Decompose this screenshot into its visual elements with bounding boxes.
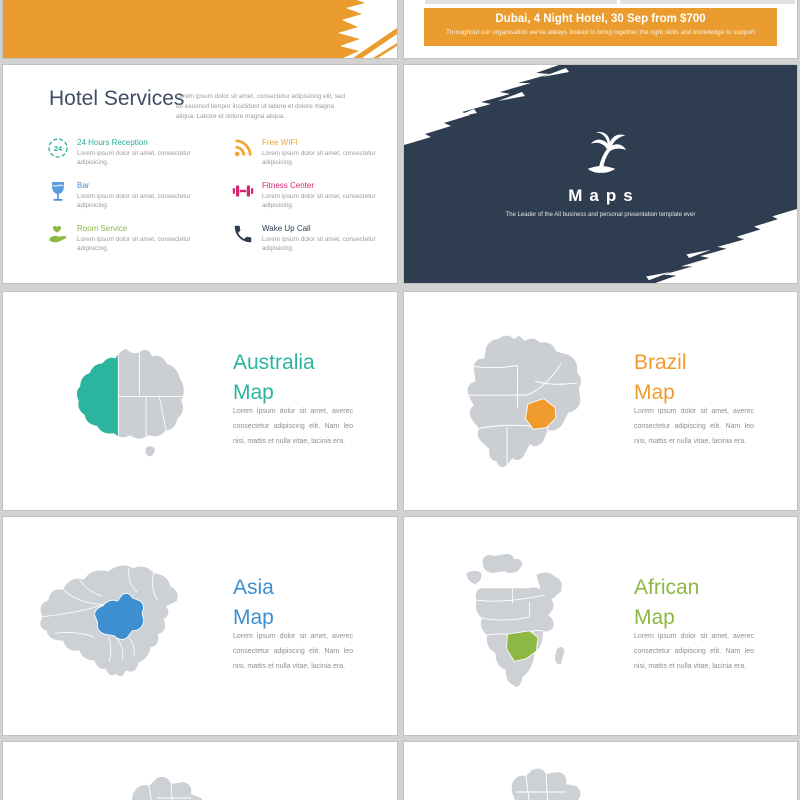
partial-slide-map[interactable] <box>403 741 798 800</box>
brush-stroke <box>404 65 569 145</box>
service-desc: Lorem ipsum dolor sit amet, consectetur … <box>77 193 191 210</box>
dubai-banner-subtitle: Throughout our organisation we've always… <box>445 29 756 36</box>
map-slide-title: Brazil Map <box>634 348 687 409</box>
service-item-wifi: Free WIFI Lorem ipsum dolor sit amet, co… <box>232 137 392 180</box>
partial-slide-dubai[interactable]: Dubai, 4 Night Hotel, 30 Sep from $700 T… <box>403 0 798 59</box>
tasmania-shape <box>145 446 155 457</box>
service-title: Room Service <box>77 224 128 233</box>
slide-australia-map[interactable]: Australia Map Lorem ipsum dolor sit amet… <box>2 291 398 511</box>
map-title-line2: Map <box>634 381 675 405</box>
dumbbell-icon <box>232 185 254 197</box>
highlight-western-australia <box>76 348 119 439</box>
service-desc: Lorem ipsum dolor sit amet, consectetur … <box>262 150 376 167</box>
highlight-china <box>93 593 145 640</box>
slide-asia-map[interactable]: Asia Map Lorem ipsum dolor sit amet, ave… <box>2 516 398 736</box>
service-desc: Lorem ipsum dolor sit amet, consectetur … <box>262 193 376 210</box>
hand-heart-icon <box>49 225 67 243</box>
map-title-line1: African <box>634 576 700 599</box>
service-title: Bar <box>77 181 90 190</box>
brush-stroke <box>338 0 397 58</box>
maps-cover-title: Maps <box>568 186 640 205</box>
europe-fragment <box>482 553 523 573</box>
map-title-line1: Australia <box>233 351 315 374</box>
divider-bar <box>620 0 795 4</box>
map-slide-body: Lorem ipsum dolor sit amet, averec conse… <box>233 633 353 670</box>
map-slide-body: Lorem ipsum dolor sit amet, averec conse… <box>233 408 353 445</box>
dubai-banner: Dubai, 4 Night Hotel, 30 Sep from $700 T… <box>424 8 777 46</box>
map-title-line2: Map <box>634 606 675 630</box>
service-item-room-service: Room Service Lorem ipsum dolor sit amet,… <box>47 223 232 266</box>
service-desc: Lorem ipsum dolor sit amet, consectetur … <box>77 236 191 253</box>
service-title: 24 Hours Reception <box>77 138 148 147</box>
maps-cover-subtitle: The Leader of the All business and perso… <box>505 212 696 218</box>
phone-icon <box>234 225 252 243</box>
service-item-fitness: Fitness Center Lorem ipsum dolor sit ame… <box>232 180 392 223</box>
hotel-services-intro: Lorem ipsum dolor sit amet, consectetur … <box>176 93 346 120</box>
service-desc: Lorem ipsum dolor sit amet, consectetur … <box>262 236 376 253</box>
maps-cover-content: Maps The Leader of the All business and … <box>404 125 797 218</box>
slide-hotel-services[interactable]: Hotel Services Lorem ipsum dolor sit ame… <box>2 64 398 284</box>
dubai-banner-title: Dubai, 4 Night Hotel, 30 Sep from $700 <box>495 13 706 25</box>
slide-african-map[interactable]: African Map Lorem ipsum dolor sit amet, … <box>403 516 798 736</box>
australia-map-graphic <box>76 348 184 457</box>
partial-map-graphic <box>132 776 203 800</box>
service-title: Wake Up Call <box>262 224 311 233</box>
map-title-line1: Asia <box>233 576 274 599</box>
hotel-services-title: Hotel Services <box>49 87 185 110</box>
highlight-minas-gerais <box>524 398 557 430</box>
iberia-fragment <box>466 570 482 585</box>
service-title: Free WIFI <box>262 138 298 147</box>
wifi-signal-icon <box>234 139 252 157</box>
african-map-graphic <box>466 553 565 687</box>
brush-stroke <box>646 209 797 283</box>
map-title-line2: Map <box>233 606 274 630</box>
partial-map-graphic <box>511 768 581 800</box>
service-item-reception: 24 24 Hours Reception Lorem ipsum dolor … <box>47 137 232 180</box>
clock-24-icon: 24 <box>48 138 68 158</box>
palm-island-icon <box>587 131 626 173</box>
service-title: Fitness Center <box>262 181 315 190</box>
highlight-central-africa <box>506 630 539 662</box>
partial-slide-map[interactable] <box>2 741 398 800</box>
map-title-line2: Map <box>233 381 274 405</box>
map-slide-title: Australia Map <box>233 348 315 409</box>
brazil-map-graphic <box>467 335 581 468</box>
slide-maps-cover[interactable]: Maps The Leader of the All business and … <box>403 64 798 284</box>
svg-text:24: 24 <box>54 144 63 153</box>
map-slide-body: Lorem ipsum dolor sit amet, averec conse… <box>634 408 754 445</box>
map-slide-title: Asia Map <box>233 573 274 634</box>
service-item-bar: Bar Lorem ipsum dolor sit amet, consecte… <box>47 180 232 223</box>
slide-brazil-map[interactable]: Brazil Map Lorem ipsum dolor sit amet, a… <box>403 291 798 511</box>
map-title-line1: Brazil <box>634 351 687 374</box>
service-item-wake-up: Wake Up Call Lorem ipsum dolor sit amet,… <box>232 223 392 266</box>
hotel-services-items: 24 24 Hours Reception Lorem ipsum dolor … <box>47 137 392 266</box>
madagascar-shape <box>555 646 565 665</box>
wine-glass-icon <box>52 182 64 201</box>
map-slide-body: Lorem ipsum dolor sit amet, averec conse… <box>634 633 754 670</box>
service-desc: Lorem ipsum dolor sit amet, consectetur … <box>77 150 191 167</box>
divider-bar <box>425 0 617 4</box>
asia-map-graphic <box>40 565 178 677</box>
partial-slide-orange[interactable] <box>2 0 398 59</box>
map-slide-title: African Map <box>634 573 699 634</box>
